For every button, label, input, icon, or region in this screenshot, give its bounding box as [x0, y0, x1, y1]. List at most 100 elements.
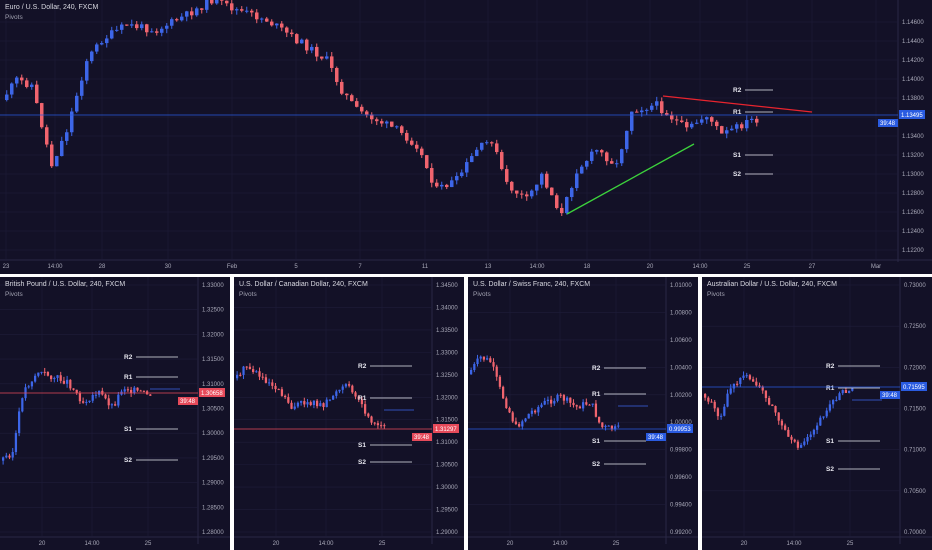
candle-body [330, 56, 334, 68]
candle-body [707, 397, 710, 402]
candle-body [348, 384, 351, 386]
candle-body [312, 400, 316, 406]
countdown-value: 39:48 [880, 121, 896, 127]
price-tick-label: 1.14000 [902, 77, 924, 83]
candle-body [550, 187, 554, 196]
candle-body [322, 403, 325, 408]
price-tick-label: 0.99400 [670, 503, 692, 509]
candle-body [375, 119, 379, 122]
candle-body [225, 0, 229, 4]
candle-body [740, 124, 744, 129]
candle-body [305, 39, 309, 51]
candle-body [195, 8, 199, 16]
candle-body [784, 425, 787, 430]
candle-body [35, 84, 39, 104]
candle-body [265, 18, 269, 22]
chart-canvas-usdchf[interactable]: 1.01000 1.00800 1.00600 1.00400 1.00200 1.000… [468, 277, 698, 550]
candle-body [713, 401, 716, 409]
candle-body [455, 176, 459, 181]
candle-body [588, 404, 591, 406]
countdown-value: 39:48 [648, 435, 664, 441]
chart-canvas-audusd[interactable]: 0.73000 0.72500 0.72000 0.71500 0.71000 0.705… [702, 277, 932, 550]
candle-body [590, 151, 594, 161]
candle-body [27, 386, 30, 388]
candle-body [816, 425, 819, 430]
price-tick-label: 0.99600 [670, 475, 692, 481]
candle-body [46, 371, 50, 376]
candle-body [75, 95, 79, 112]
price-tick-label: 1.12800 [902, 191, 924, 197]
candle-body [665, 113, 669, 116]
time-tick-label: 25 [847, 541, 854, 547]
price-tick-label: 1.13400 [902, 134, 924, 140]
price-tag [899, 110, 925, 119]
candle-body [53, 377, 56, 380]
candle-body [117, 394, 120, 406]
candle-body [5, 94, 9, 100]
price-tag-value: 1.13495 [901, 113, 923, 119]
candle-body [18, 411, 21, 434]
chart-panel-gbpusd[interactable]: 1.33000 1.32500 1.32000 1.31500 1.31000 1.305… [0, 277, 230, 550]
candle-body [755, 381, 758, 386]
price-tick-label: 1.00200 [670, 393, 692, 399]
chart-canvas-eurusd[interactable]: 1.146001.144001.142001.140001.138001.136… [0, 0, 932, 274]
candle-body [572, 402, 575, 406]
price-tick-label: 0.71000 [904, 448, 926, 454]
chart-panel-usdcad[interactable]: 1.34500 1.34000 1.33500 1.33000 1.32500 1.320… [234, 277, 464, 550]
candle-body [165, 25, 169, 29]
candle-body [796, 441, 800, 448]
candle-body [319, 403, 322, 407]
candle-body [200, 8, 204, 10]
candle-body [445, 184, 449, 188]
candle-body [604, 425, 607, 428]
price-tick-label: 1.30000 [202, 431, 224, 437]
candle-body [21, 398, 24, 412]
price-tick-label: 1.34000 [436, 305, 458, 311]
candle-body [550, 399, 553, 404]
candle-body [85, 401, 88, 403]
chart-panel-audusd[interactable]: 0.73000 0.72500 0.72000 0.71500 0.71000 0.705… [702, 277, 932, 550]
time-tick-label: 14:00 [318, 541, 334, 547]
time-tick-label: 20 [39, 541, 46, 547]
time-tick-label: Mar [871, 264, 881, 270]
price-tick-label: 1.14200 [902, 58, 924, 64]
price-tick-label: 1.32000 [202, 332, 224, 338]
candle-body [365, 111, 369, 115]
candle-body [85, 61, 89, 81]
candle-body [595, 150, 599, 152]
candle-body [135, 24, 139, 29]
candle-body [630, 111, 634, 131]
candle-body [140, 24, 144, 29]
candle-body [274, 385, 277, 390]
candle-body [367, 413, 370, 417]
candle-body [524, 418, 527, 422]
candle-body [812, 429, 816, 435]
pivot-label-r2: R2 [592, 365, 601, 372]
price-tag-value: 0.99953 [669, 427, 691, 433]
candle-body [486, 358, 489, 360]
price-tick-label: 1.32500 [202, 308, 224, 314]
candle-body [480, 142, 484, 150]
candle-body [130, 389, 133, 394]
price-tag-value: 1.30658 [201, 391, 223, 397]
candle-body [730, 128, 734, 131]
chart-panel-eurusd[interactable]: 1.146001.144001.142001.140001.138001.136… [0, 0, 932, 274]
candle-body [82, 401, 85, 403]
indicator-label: Pivots [5, 291, 23, 298]
candle-body [45, 127, 49, 145]
price-tick-label: 1.13000 [902, 172, 924, 178]
candle-body [100, 43, 104, 45]
candle-body [735, 124, 739, 129]
candle-body [479, 356, 482, 359]
pivot-label-s1: S1 [826, 438, 834, 445]
candle-body [650, 105, 654, 110]
chart-canvas-gbpusd[interactable]: 1.33000 1.32500 1.32000 1.31500 1.31000 1.305… [0, 277, 230, 550]
candle-body [535, 184, 539, 191]
chart-panel-usdchf[interactable]: 1.01000 1.00800 1.00600 1.00400 1.00200 1.000… [468, 277, 698, 550]
candle-body [40, 371, 43, 373]
pivot-label-r1: R1 [592, 391, 601, 398]
candle-body [115, 29, 119, 31]
price-tick-label: 0.73000 [904, 283, 926, 289]
candle-body [758, 385, 761, 387]
chart-canvas-usdcad[interactable]: 1.34500 1.34000 1.33500 1.33000 1.32500 1.320… [234, 277, 464, 550]
